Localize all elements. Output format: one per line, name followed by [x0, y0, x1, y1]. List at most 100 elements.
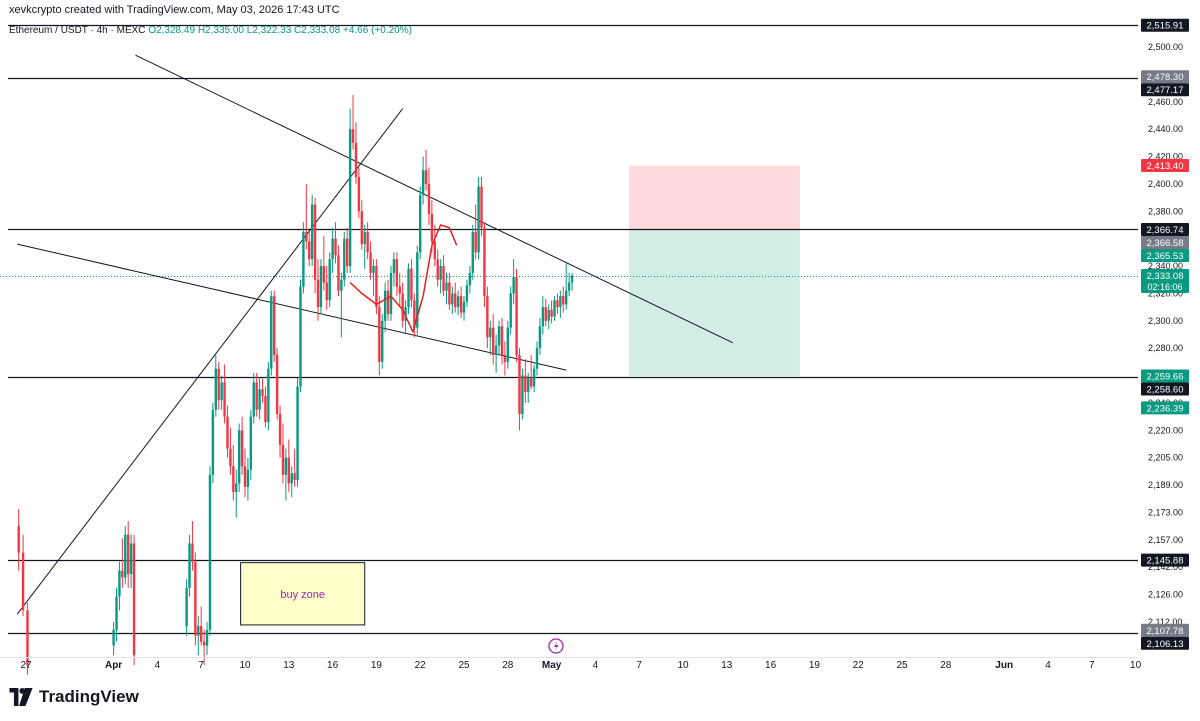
symbol-name[interactable]: Ethereum / USDT · 4h · MEXC — [9, 25, 146, 36]
candle-body — [401, 293, 404, 321]
candle-body — [351, 129, 355, 143]
upper-descending-trendline[interactable] — [135, 54, 733, 344]
candle-body — [521, 375, 524, 414]
candle-body — [404, 307, 407, 321]
tradingview-brand[interactable]: TradingView — [9, 687, 139, 707]
candle-body — [261, 389, 264, 397]
candle-body — [383, 290, 387, 321]
candle — [421, 156, 425, 205]
candle — [497, 320, 501, 356]
candle-body — [337, 255, 340, 291]
take-profit-zone[interactable] — [628, 231, 800, 377]
candle-body — [127, 534, 130, 575]
price-label-black[interactable]: 2,258.60 — [1141, 382, 1189, 396]
candle — [275, 348, 279, 420]
candle-body — [398, 286, 401, 294]
candle-body — [448, 282, 451, 305]
price-axis-tick: 2,340.00 — [1148, 261, 1183, 271]
candle — [211, 402, 215, 484]
candle — [567, 272, 571, 297]
price-label-black[interactable]: 2,477.17 — [1141, 83, 1189, 97]
candle-body — [211, 409, 215, 475]
price-label-black[interactable]: 2,106.13 — [1141, 636, 1189, 650]
candle — [474, 204, 477, 260]
candle-body — [293, 473, 296, 480]
candle-body — [570, 275, 574, 283]
candle — [246, 457, 250, 501]
candle-body — [410, 268, 413, 301]
candle — [556, 293, 559, 314]
candle — [395, 252, 399, 297]
candle-body — [275, 355, 279, 414]
price-label-black[interactable]: 2,145.88 — [1141, 553, 1189, 567]
candle-body — [200, 625, 203, 642]
candle-body — [202, 641, 206, 646]
price-label-teal[interactable]: 2,365.53 — [1141, 248, 1189, 262]
price-axis-tick: 2,380.00 — [1148, 206, 1183, 216]
candle — [419, 186, 422, 260]
price-label-bg — [1141, 382, 1189, 396]
candle — [369, 241, 372, 280]
candle — [129, 534, 133, 588]
time-axis-tick: 27 — [20, 660, 32, 671]
candle-body — [331, 238, 334, 260]
ascending-trendline[interactable] — [16, 108, 404, 615]
candle-body — [416, 252, 419, 328]
price-axis-tick: 2,420.00 — [1148, 152, 1183, 162]
candle — [383, 282, 387, 332]
price-label-gray[interactable]: 2,478.30 — [1141, 70, 1189, 84]
lower-descending-trendline[interactable] — [17, 243, 567, 371]
symbol-legend[interactable]: Ethereum / USDT · 4h · MEXC O2,328.49 H2… — [9, 25, 412, 36]
candle-body — [287, 457, 290, 484]
candle — [229, 427, 232, 475]
candle — [121, 538, 124, 588]
candle-body — [492, 327, 495, 356]
price-label-text: 2,106.13 — [1147, 639, 1184, 650]
price-label-black[interactable]: 2,366.74 — [1141, 222, 1189, 236]
buy-zone-box[interactable] — [240, 562, 366, 626]
price-label-black[interactable]: 2,515.91 — [1141, 18, 1189, 32]
candle-body — [366, 231, 369, 253]
candle-body — [235, 483, 238, 492]
candle — [477, 177, 480, 260]
candle-body — [389, 272, 393, 314]
candle — [506, 320, 509, 369]
candle-body — [270, 296, 273, 369]
price-label-bg — [1141, 269, 1189, 294]
candle — [200, 606, 203, 646]
time-axis-tick: 13 — [283, 660, 295, 671]
price-label-text: 2,413.40 — [1147, 161, 1184, 172]
candle-body — [26, 610, 29, 666]
price-label-gray[interactable]: 2,107.78 — [1141, 623, 1189, 637]
time-axis-tick: 4 — [1045, 660, 1051, 671]
price-axis-tick: 2,320.00 — [1148, 288, 1183, 298]
price-axis-tick: 2,189.00 — [1148, 480, 1183, 490]
candle-body — [205, 629, 209, 646]
candle — [524, 359, 527, 403]
stop-loss-zone[interactable] — [628, 165, 800, 232]
candle-body — [232, 466, 235, 492]
candle — [448, 272, 451, 310]
candle — [322, 235, 326, 291]
candle — [392, 252, 396, 287]
candle-body — [188, 543, 191, 588]
candle — [389, 266, 393, 321]
price-label-text: 2,236.39 — [1147, 403, 1184, 414]
candle — [363, 224, 366, 269]
price-label-red[interactable]: 2,413.40 — [1141, 159, 1189, 173]
price-label-teal[interactable]: 2,259.66 — [1141, 369, 1189, 383]
candle — [436, 249, 439, 287]
hand-drawn-curve[interactable] — [349, 224, 458, 333]
candle-body — [506, 327, 509, 362]
price-label-teal[interactable]: 2,236.39 — [1141, 401, 1189, 415]
candle-body — [494, 345, 498, 356]
candle — [503, 341, 507, 376]
candle-body — [290, 473, 293, 484]
price-label-gray[interactable]: 2,366.58 — [1141, 235, 1189, 249]
candle — [547, 304, 550, 330]
candle — [132, 534, 136, 666]
candle — [188, 534, 191, 597]
candle — [401, 282, 404, 328]
